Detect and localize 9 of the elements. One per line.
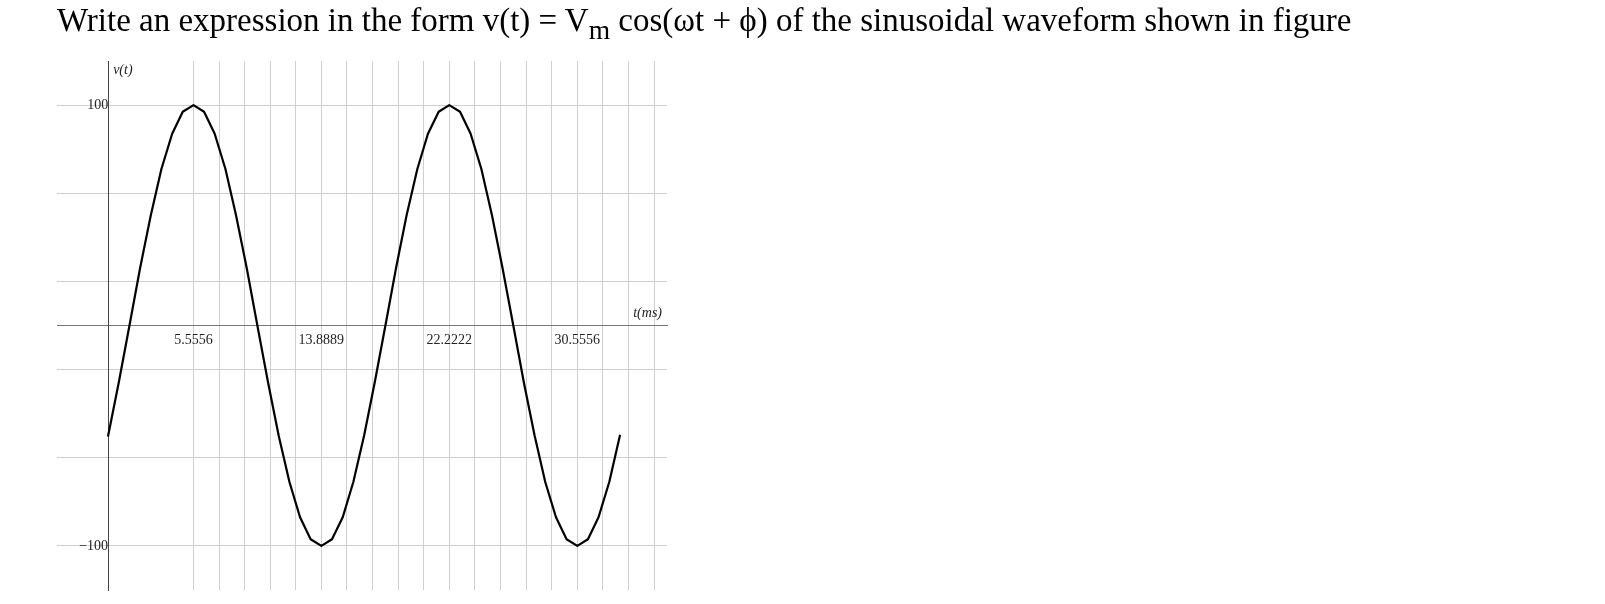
x-tick-label: 13.8889	[298, 331, 345, 347]
x-tick-label: 5.5556	[174, 331, 213, 347]
x-tick-label: 30.5556	[554, 331, 601, 347]
chart-title: Write an expression in the form v(t) = V$_{m}$ cos(ωt + ϕ) of the sinusoidal waveform shown in figure	[57, 2, 1352, 46]
y-tick-label: 100	[87, 96, 109, 112]
x-axis-title: t(ms)	[633, 305, 663, 322]
y-tick-label: −100	[79, 537, 109, 553]
y-axis-title: v(t)	[113, 61, 133, 78]
x-tick-label: 22.2222	[426, 331, 473, 347]
